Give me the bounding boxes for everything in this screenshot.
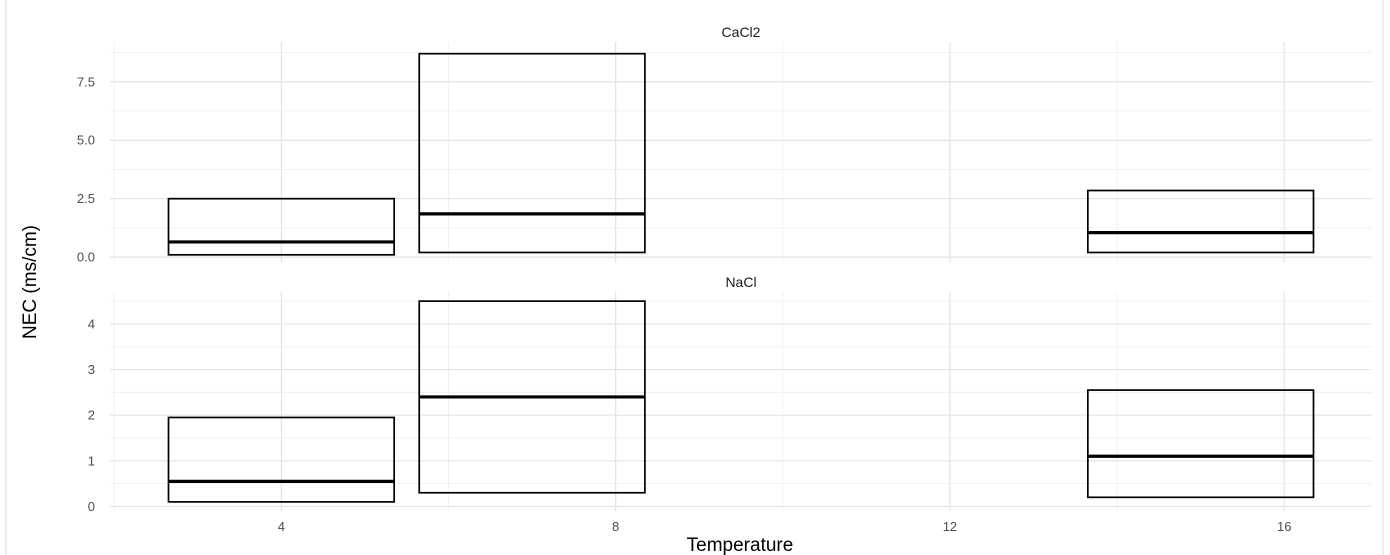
y-tick-label: 0 <box>88 499 95 514</box>
facet-panel-cacl2: 0.0 2.5 5.0 7.5 CaCl2 <box>77 24 1372 265</box>
x-tick-label: 16 <box>1277 519 1291 534</box>
facet-title: CaCl2 <box>722 24 761 40</box>
y-tick-label: 1 <box>88 453 95 468</box>
x-tick-label: 12 <box>943 519 957 534</box>
y-tick-label: 2.5 <box>77 191 95 206</box>
y-tick-label: 5.0 <box>77 133 95 148</box>
y-tick-label: 7.5 <box>77 74 95 89</box>
x-axis: 4 8 12 16 <box>278 519 1292 534</box>
y-axis-title: NEC (ms/cm) <box>20 225 41 339</box>
y-tick-label: 0.0 <box>77 250 95 265</box>
x-axis-title: Temperature <box>687 535 794 555</box>
facet-title: NaCl <box>725 274 756 290</box>
x-tick-label: 8 <box>612 519 619 534</box>
y-tick-label: 4 <box>88 316 95 331</box>
box <box>1086 189 1315 254</box>
box <box>167 416 396 503</box>
box <box>167 197 396 256</box>
facet-panel-nacl: 0 1 2 3 4 NaCl <box>88 274 1372 514</box>
x-tick-label: 4 <box>278 519 285 534</box>
y-tick-label: 3 <box>88 362 95 377</box>
y-tick-label: 2 <box>88 408 95 423</box>
box <box>418 52 646 254</box>
box <box>1086 389 1315 499</box>
